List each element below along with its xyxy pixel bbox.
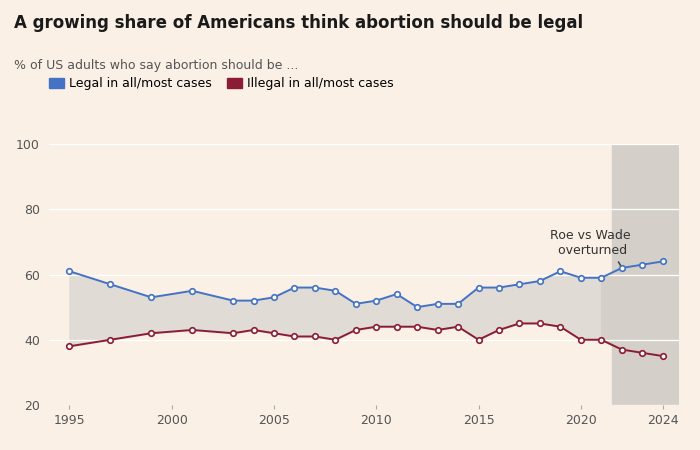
Text: % of US adults who say abortion should be ...: % of US adults who say abortion should b… bbox=[14, 58, 298, 72]
Text: A growing share of Americans think abortion should be legal: A growing share of Americans think abort… bbox=[14, 14, 583, 32]
Text: Roe vs Wade
  overturned: Roe vs Wade overturned bbox=[550, 229, 631, 266]
Legend: Legal in all/most cases, Illegal in all/most cases: Legal in all/most cases, Illegal in all/… bbox=[49, 77, 393, 90]
Bar bbox=[612, 144, 699, 405]
